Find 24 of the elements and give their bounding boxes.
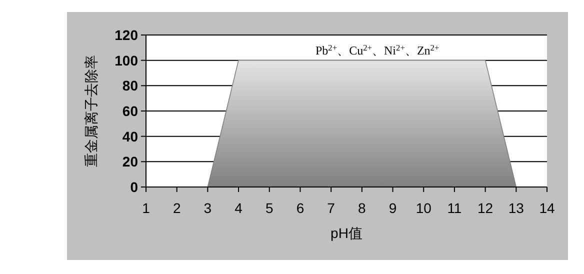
x-tick-label: 9 — [388, 200, 397, 216]
y-tick-label: 100 — [114, 52, 138, 68]
x-tick-label: 12 — [478, 200, 494, 216]
x-tick-label: 10 — [416, 200, 432, 216]
x-tick-label: 13 — [508, 200, 524, 216]
y-tick-label: 0 — [130, 179, 138, 195]
x-axis-title: pH值 — [330, 225, 362, 241]
y-tick-label: 80 — [122, 78, 138, 94]
x-tick-label: 5 — [265, 200, 274, 216]
y-tick-label: 60 — [122, 103, 138, 119]
annotation: Pb$^{2+}$、Cu$^{2+}$、Ni$^{2+}$、Zn$^{2+}$ — [315, 42, 440, 58]
x-tick-label: 11 — [447, 200, 462, 216]
x-tick-label: 1 — [142, 200, 150, 216]
y-tick-label: 40 — [122, 128, 138, 144]
x-tick-label: 8 — [358, 200, 366, 216]
x-tick-label: 7 — [327, 200, 336, 216]
x-tick-label: 2 — [172, 200, 181, 216]
x-tick-label: 4 — [234, 200, 243, 216]
y-axis-title: 重金属离子去除率 — [83, 55, 99, 167]
y-tick-label: 20 — [122, 154, 138, 170]
x-tick-label: 3 — [204, 200, 212, 216]
x-tick-label: 6 — [296, 200, 304, 216]
x-tick-label: 14 — [539, 200, 555, 216]
y-tick-label: 120 — [114, 27, 138, 43]
